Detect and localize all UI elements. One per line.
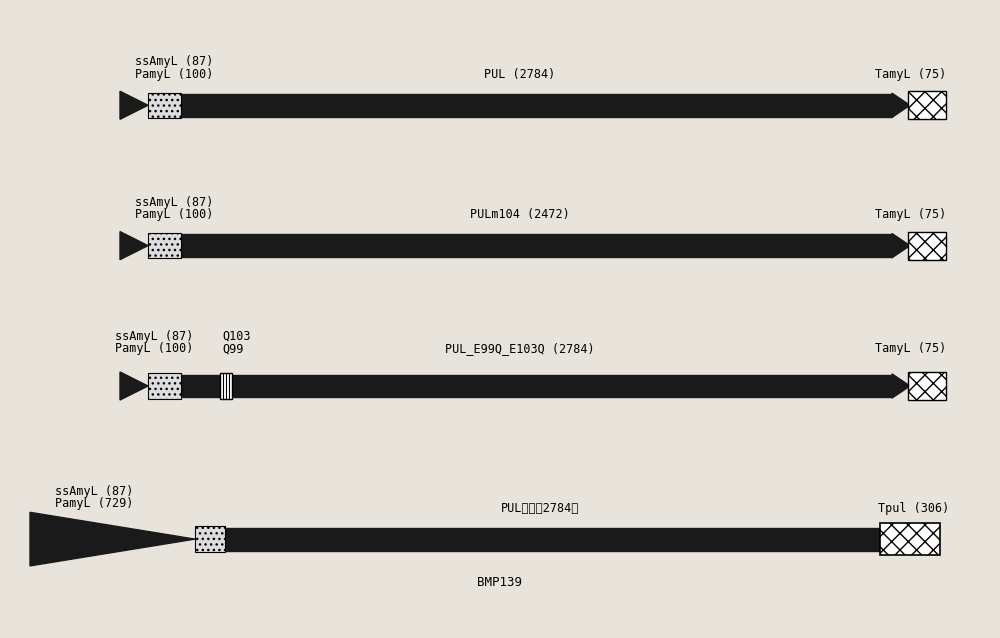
Bar [181, 94, 892, 117]
Text: ssAmyL (87): ssAmyL (87) [55, 485, 133, 498]
Text: TamyL (75): TamyL (75) [875, 343, 946, 355]
Bar [225, 528, 887, 551]
Bar [880, 523, 940, 555]
Polygon shape [30, 512, 195, 566]
Polygon shape [892, 234, 910, 258]
Text: TamyL (75): TamyL (75) [875, 209, 946, 221]
Text: PUL_E99Q_E103Q (2784): PUL_E99Q_E103Q (2784) [445, 343, 595, 355]
Bar [148, 373, 181, 399]
Polygon shape [892, 93, 910, 117]
Polygon shape [120, 91, 148, 119]
Bar [908, 372, 946, 400]
Bar [908, 91, 946, 119]
Polygon shape [120, 372, 148, 400]
Text: ssAmyL (87): ssAmyL (87) [135, 56, 213, 68]
Text: Q99: Q99 [222, 343, 243, 355]
Text: Q103: Q103 [222, 330, 250, 343]
Text: BMP139: BMP139 [478, 576, 522, 589]
Bar [148, 93, 181, 118]
Text: PULm104 (2472): PULm104 (2472) [470, 209, 570, 221]
Polygon shape [887, 527, 905, 551]
Bar [880, 523, 940, 555]
Bar [220, 373, 232, 399]
Bar [195, 526, 225, 552]
Bar [148, 233, 181, 258]
Bar [908, 232, 946, 260]
Bar [148, 373, 181, 399]
Text: PamyL (729): PamyL (729) [55, 498, 133, 510]
Text: TamyL (75): TamyL (75) [875, 68, 946, 81]
Polygon shape [120, 232, 148, 260]
Bar [148, 233, 181, 258]
Text: PUL天然（2784）: PUL天然（2784） [501, 502, 579, 515]
Text: ssAmyL (87): ssAmyL (87) [115, 330, 193, 343]
Bar [148, 93, 181, 118]
Bar [908, 232, 946, 260]
Text: PamyL (100): PamyL (100) [115, 343, 193, 355]
Text: PamyL (100): PamyL (100) [135, 68, 213, 81]
Text: PamyL (100): PamyL (100) [135, 209, 213, 221]
Text: Tpul (306): Tpul (306) [878, 502, 949, 515]
Text: PUL (2784): PUL (2784) [484, 68, 556, 81]
Bar [195, 526, 225, 552]
Bar [908, 372, 946, 400]
Polygon shape [892, 374, 910, 398]
Text: ssAmyL (87): ssAmyL (87) [135, 196, 213, 209]
Bar [181, 375, 892, 397]
Bar [181, 234, 892, 257]
Bar [908, 91, 946, 119]
